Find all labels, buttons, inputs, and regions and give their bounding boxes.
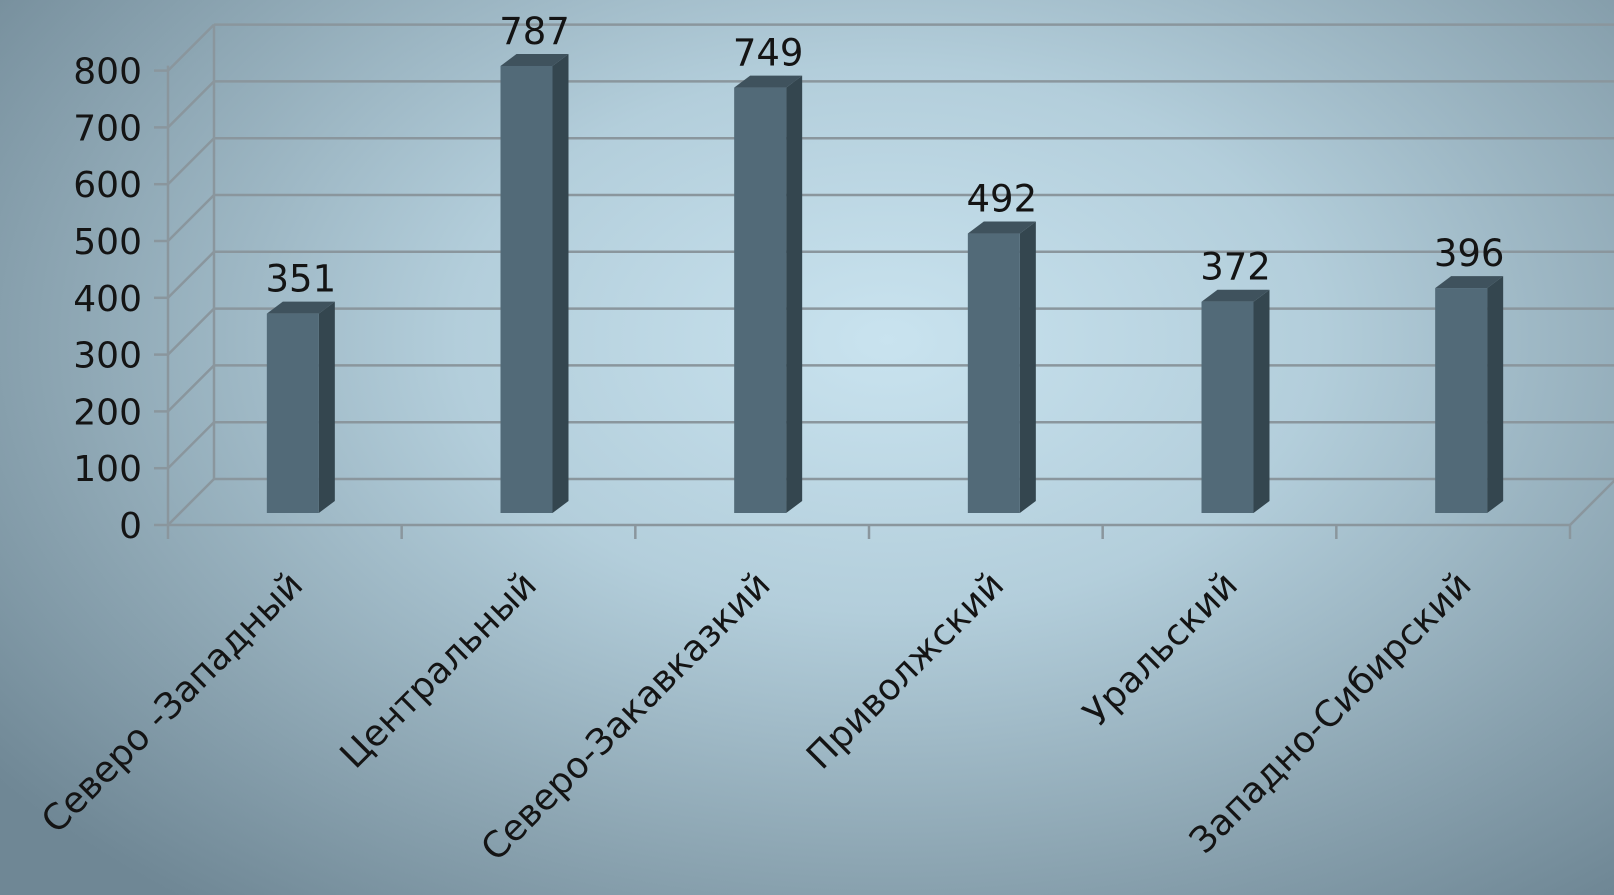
bar-front [734, 87, 787, 514]
y-tick-label: 100 [73, 449, 142, 490]
bar [1435, 276, 1504, 513]
bar-side [1487, 276, 1504, 513]
data-label: 492 [967, 178, 1038, 221]
gridline-side [167, 80, 215, 129]
bar-top [500, 53, 569, 66]
bar-side [1019, 221, 1036, 513]
bar [266, 301, 335, 513]
bar-top [1435, 276, 1504, 289]
y-tick-label: 500 [73, 222, 142, 263]
bar-front [266, 313, 319, 513]
gridline-side [167, 364, 215, 413]
gridline-side [167, 421, 215, 470]
bars [266, 53, 1504, 514]
gridline-side [167, 137, 215, 186]
category-label: Уральский [1076, 564, 1246, 734]
bar [967, 221, 1036, 513]
bar-top [266, 301, 335, 314]
bar [734, 75, 803, 514]
data-label: 749 [733, 32, 804, 75]
bar [1201, 289, 1270, 513]
y-axis-tick-labels: 0 100 200 300 400 500 600 700 800 [73, 52, 142, 547]
data-label: 787 [499, 10, 570, 53]
y-tick-label: 300 [73, 336, 142, 377]
data-label: 351 [266, 258, 337, 301]
bar-front [500, 65, 553, 513]
bar [500, 53, 569, 513]
data-label: 372 [1200, 246, 1271, 289]
category-label: Приволжский [799, 564, 1012, 777]
bar-front [1435, 288, 1488, 513]
grid-lines [167, 23, 1614, 526]
y-tick-label: 800 [73, 52, 142, 93]
bar-side [552, 53, 569, 513]
data-labels: 351 787 749 492 372 396 [266, 10, 1505, 301]
y-tick-label: 200 [73, 392, 142, 433]
gridline-side [167, 250, 215, 299]
floor-right-edge [1569, 479, 1614, 526]
category-label: Центральный [333, 564, 545, 776]
bar-front [1201, 301, 1254, 513]
bar-side [786, 75, 803, 514]
gridline-side [167, 307, 215, 356]
y-tick-label: 600 [73, 165, 142, 206]
y-tick-label: 700 [73, 108, 142, 149]
bar-top [967, 221, 1036, 234]
y-tick-label: 400 [73, 279, 142, 320]
data-label: 396 [1434, 232, 1505, 275]
bar-side [1253, 289, 1270, 513]
gridline-side [167, 194, 215, 242]
axes [154, 24, 1614, 539]
bar-top [1201, 289, 1270, 302]
y-tick-label: 0 [119, 506, 142, 547]
category-label: Северо -Западный [34, 564, 311, 841]
category-labels: Северо -Западный ЦентральныйСеверо-Закавк… [34, 564, 1479, 869]
gridline-side [167, 23, 215, 72]
bar-side [318, 301, 335, 513]
gridline-side [167, 478, 215, 526]
bar-top [734, 75, 803, 88]
bar-front [967, 233, 1020, 513]
